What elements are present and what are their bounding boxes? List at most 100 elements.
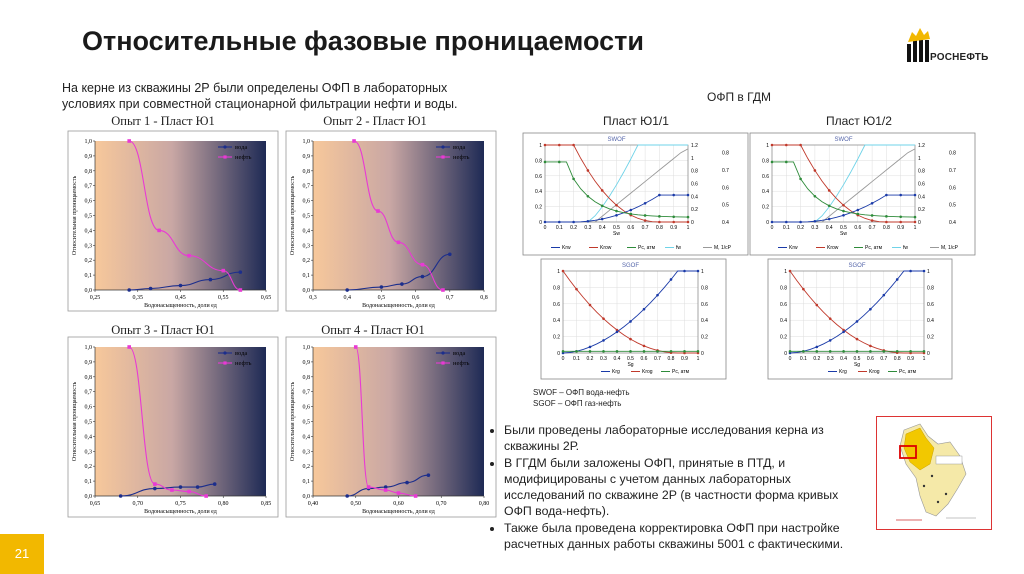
x-tick-label: 0,70 bbox=[133, 501, 144, 507]
legend-label: вода bbox=[235, 144, 247, 151]
y-tick-label: 0,9 bbox=[85, 154, 93, 160]
curve-Pc-point bbox=[799, 177, 802, 181]
curve-Pc-point bbox=[586, 194, 590, 198]
field-map-icon bbox=[876, 416, 992, 530]
x-tick-label: 0 bbox=[771, 225, 774, 231]
y-tick-label: 0,5 bbox=[303, 420, 311, 426]
y-tick-label: 0,2 bbox=[303, 464, 311, 470]
chart-title: Опыт 4 - Пласт Ю1 bbox=[321, 323, 424, 337]
curve-Krow-point bbox=[686, 220, 690, 224]
curve-Krw-point bbox=[643, 201, 647, 205]
sim-legend-label: Krow bbox=[600, 245, 612, 251]
y-tick-label: 0,3 bbox=[85, 243, 93, 249]
curve-Krw-point bbox=[913, 193, 917, 197]
y-tick-label: 0.4 bbox=[780, 318, 787, 324]
data-point-нефть bbox=[441, 288, 445, 292]
curve-Krow-point bbox=[643, 219, 647, 222]
y2-tick-label: 0 bbox=[701, 351, 704, 357]
y-tick-label: 0,0 bbox=[85, 494, 93, 500]
curve-Krg-point bbox=[842, 330, 845, 334]
page-number: 21 bbox=[0, 534, 44, 574]
curve-Krow-point bbox=[785, 143, 788, 147]
plot-area bbox=[313, 141, 484, 290]
data-point-нефть bbox=[396, 491, 401, 495]
curve-Pc-point bbox=[615, 209, 618, 213]
y-tick-label: 1 bbox=[784, 269, 787, 275]
x-tick-label: 0,80 bbox=[479, 501, 490, 507]
curve-Krow-point bbox=[827, 189, 831, 192]
x-tick-label: 0,55 bbox=[218, 295, 229, 301]
x-tick-label: 0,45 bbox=[175, 295, 186, 301]
data-point-вода bbox=[212, 482, 217, 486]
curve-Krg-point bbox=[696, 269, 700, 273]
sim-heading-1: Пласт Ю1/1 bbox=[603, 114, 669, 128]
data-point-нефть bbox=[366, 485, 371, 489]
sim-plot-area bbox=[789, 270, 925, 354]
y3-tick-label: 0.8 bbox=[722, 151, 729, 157]
curve-Krg-point bbox=[615, 330, 619, 334]
y-tick-label: 1 bbox=[557, 269, 560, 275]
curve-Pc-point bbox=[855, 350, 859, 353]
x-tick-label: 0.9 bbox=[907, 356, 914, 362]
y-axis-label: Относительная проницаемость bbox=[290, 176, 296, 256]
x-tick-label: 0.8 bbox=[656, 225, 663, 231]
x-tick-label: 0.6 bbox=[867, 356, 874, 362]
sim-title: SGOF bbox=[848, 263, 865, 269]
logo-text: РОСНЕФТЬ bbox=[930, 52, 989, 63]
curve-Krg-point bbox=[909, 269, 912, 273]
x-tick-label: 0.3 bbox=[584, 225, 591, 231]
curve-Krow-point bbox=[770, 143, 774, 147]
lab-chart-3: Опыт 3 - Пласт Ю1 0,0 0,1 0,2 0,3 0,4 0,5 0,6 0,… bbox=[67, 323, 279, 518]
x-tick-label: 0.7 bbox=[880, 356, 887, 362]
y-tick-label: 0,1 bbox=[85, 273, 93, 279]
curve-Pc-point bbox=[643, 214, 647, 217]
y-tick-label: 0,8 bbox=[303, 169, 311, 175]
curve-Krw-point bbox=[672, 193, 675, 197]
x-tick-label: 0.7 bbox=[642, 225, 649, 231]
curve-Pc-point bbox=[558, 160, 561, 164]
y2-tick-label: 0.6 bbox=[701, 302, 708, 308]
curve-Pc-point bbox=[656, 350, 659, 353]
curve-Krg-point bbox=[683, 269, 686, 273]
x-tick-label: 0.2 bbox=[570, 225, 577, 231]
y2-tick-label: 0 bbox=[927, 351, 930, 357]
curve-Pc-point bbox=[922, 350, 926, 353]
y-tick-label: 0,9 bbox=[303, 154, 311, 160]
y2-tick-label: 1 bbox=[691, 156, 694, 162]
slide-title: Относительные фазовые проницаемости bbox=[82, 26, 644, 56]
x-tick-label: 0.1 bbox=[783, 225, 790, 231]
curve-Pc-point bbox=[870, 214, 874, 217]
x-tick-label: 0.3 bbox=[600, 356, 607, 362]
intro-text: На керне из скважины 2Р были определены … bbox=[62, 81, 458, 111]
y-tick-label: 0,2 bbox=[85, 464, 93, 470]
curve-Krw-point bbox=[558, 220, 561, 224]
sim-legend-label: Krw bbox=[789, 245, 798, 251]
data-point-нефть bbox=[352, 139, 356, 143]
x-tick-label: 0.9 bbox=[670, 225, 677, 231]
x-tick-label: 0.1 bbox=[800, 356, 807, 362]
x-tick-label: 1 bbox=[914, 225, 917, 231]
sim-legend-label: Pc, атм bbox=[672, 369, 690, 375]
y-tick-label: 0,0 bbox=[85, 288, 93, 294]
sim-legend-label: Krg bbox=[612, 369, 620, 375]
sim-x-label: Sw bbox=[613, 231, 620, 237]
x-tick-label: 0.5 bbox=[627, 356, 634, 362]
y2-tick-label: 0.8 bbox=[918, 169, 925, 175]
curve-Pc-point bbox=[629, 350, 632, 353]
curve-Pc-point bbox=[602, 350, 605, 353]
curve-Krow-point bbox=[586, 169, 590, 172]
curve-Krog-point bbox=[629, 337, 632, 341]
x-axis-label: Водонасыщенность, доли ед bbox=[362, 509, 435, 515]
curve-Pc-point bbox=[882, 350, 886, 353]
y-tick-label: 1,0 bbox=[303, 345, 311, 351]
curve-Krow-point bbox=[543, 143, 547, 147]
sim-title: SWOF bbox=[835, 137, 853, 143]
y-tick-label: 0.4 bbox=[762, 189, 769, 195]
y-tick-label: 0.8 bbox=[780, 285, 787, 291]
y-tick-label: 0.8 bbox=[553, 285, 560, 291]
gdm-heading: ОФП в ГДМ bbox=[707, 90, 771, 104]
y-tick-label: 0,9 bbox=[303, 360, 311, 366]
y-tick-label: 1,0 bbox=[303, 139, 311, 145]
lab-chart-2: Опыт 2 - Пласт Ю1 0,0 0,1 0,2 0,3 0,4 0,5 0,6 0,… bbox=[285, 114, 497, 312]
x-tick-label: 0,60 bbox=[393, 501, 404, 507]
